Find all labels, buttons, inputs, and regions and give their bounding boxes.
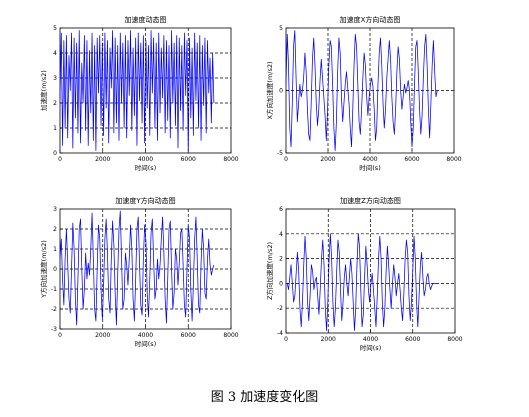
x-tick-label: 2000 bbox=[321, 336, 336, 343]
x-tick-label: 8000 bbox=[223, 156, 238, 163]
x-tick-label: 4000 bbox=[138, 156, 153, 163]
y-axis-label: X方向加速度(m/s2) bbox=[265, 61, 274, 119]
y-tick-label: 0 bbox=[53, 266, 57, 273]
x-tick-label: 6000 bbox=[405, 336, 420, 343]
x-tick-label: 6000 bbox=[181, 156, 196, 163]
y-tick-label: 0 bbox=[279, 280, 283, 287]
x-tick-label: 2000 bbox=[320, 156, 335, 163]
x-tick-label: 8000 bbox=[446, 156, 461, 163]
chart-title: 加速度Z方向动态图 bbox=[340, 196, 401, 205]
y-tick-label: -2 bbox=[277, 305, 283, 312]
x-axis-label: 时间(s) bbox=[135, 163, 156, 172]
y-tick-label: 5 bbox=[279, 25, 283, 32]
y-tick-label: 1 bbox=[53, 246, 57, 253]
y-tick-label: -5 bbox=[277, 150, 283, 157]
x-tick-label: 0 bbox=[284, 156, 288, 163]
x-tick-label: 8000 bbox=[447, 336, 462, 343]
y-tick-label: -2 bbox=[51, 306, 57, 313]
y-tick-label: 0 bbox=[279, 88, 283, 95]
y-tick-label: 1 bbox=[53, 125, 57, 132]
y-axis-label: Z方向加速度(m/s2) bbox=[265, 242, 274, 300]
y-tick-label: 3 bbox=[53, 206, 57, 213]
chart-panel-2: 0 2000 4000 6000 8000-505加速度X方向动态图时间(s)X方向加速… bbox=[265, 15, 462, 172]
x-tick-label: 4000 bbox=[138, 332, 153, 339]
x-tick-label: 2000 bbox=[95, 332, 110, 339]
y-tick-label: 6 bbox=[279, 206, 283, 213]
x-tick-label: 8000 bbox=[223, 332, 238, 339]
x-tick-label: 0 bbox=[58, 332, 62, 339]
y-tick-label: 2 bbox=[53, 226, 57, 233]
chart-panel-3: 0 2000 4000 6000 8000 -3 -2 -1 0 1 2 3 加速度Y方向动态图时间(s… bbox=[39, 196, 239, 348]
chart-title: 加速度X方向动态图 bbox=[340, 15, 401, 24]
series-line bbox=[286, 233, 439, 331]
y-tick-label: 4 bbox=[279, 231, 283, 238]
x-tick-label: 6000 bbox=[181, 332, 196, 339]
figure-caption: 图 3 加速度变化图 bbox=[210, 390, 319, 405]
y-tick-label: 5 bbox=[53, 25, 57, 32]
y-tick-label: -4 bbox=[277, 330, 283, 337]
y-tick-label: -3 bbox=[51, 326, 57, 333]
y-axis-label: Y方向加速度(m/s2) bbox=[39, 240, 48, 299]
y-tick-label: -1 bbox=[51, 286, 57, 293]
series-line bbox=[285, 30, 438, 151]
y-tick-label: 3 bbox=[53, 75, 57, 82]
x-axis-label: 时间(s) bbox=[359, 163, 380, 172]
x-tick-label: 4000 bbox=[362, 156, 377, 163]
chart-title: 加速度Y方向动态图 bbox=[115, 196, 175, 205]
y-axis-label: 加速度(m/s2) bbox=[39, 70, 48, 111]
y-tick-label: 0 bbox=[53, 150, 57, 157]
series-line bbox=[59, 210, 215, 326]
chart-title: 加速度动态图 bbox=[125, 15, 167, 24]
x-axis-label: 时间(s) bbox=[135, 339, 156, 348]
series-line bbox=[59, 30, 215, 154]
y-tick-label: 4 bbox=[53, 50, 57, 57]
y-tick-label: 2 bbox=[53, 100, 57, 107]
x-tick-label: 4000 bbox=[363, 336, 378, 343]
x-tick-label: 6000 bbox=[404, 156, 419, 163]
x-axis-label: 时间(s) bbox=[360, 343, 381, 352]
x-tick-label: 0 bbox=[58, 156, 62, 163]
y-tick-label: 2 bbox=[279, 256, 283, 263]
x-tick-label: 2000 bbox=[95, 156, 110, 163]
x-tick-label: 0 bbox=[284, 336, 288, 343]
